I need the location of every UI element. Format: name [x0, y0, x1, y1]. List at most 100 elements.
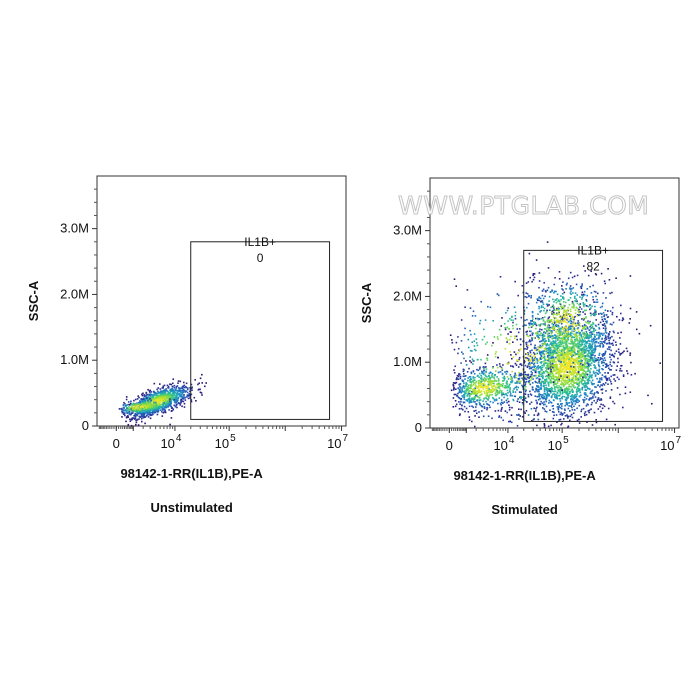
event-dot: [545, 400, 547, 403]
event-dot: [154, 411, 157, 413]
event-dot: [595, 313, 597, 316]
event-dot: [566, 353, 568, 355]
event-dot: [584, 358, 587, 360]
event-dot: [177, 389, 179, 392]
event-dot: [532, 418, 535, 421]
event-dot: [584, 375, 586, 377]
event-dot: [574, 338, 577, 341]
x-tick-exponent: 5: [230, 433, 236, 444]
event-dot: [539, 358, 542, 360]
event-dot: [167, 395, 169, 397]
event-dot: [601, 341, 603, 343]
event-dot: [604, 382, 607, 384]
event-dot: [147, 408, 149, 411]
event-dot: [569, 392, 571, 395]
event-dot: [170, 405, 172, 408]
event-dot: [580, 366, 582, 369]
event-dot: [525, 380, 528, 383]
event-dot: [480, 376, 483, 379]
event-dot: [577, 390, 579, 392]
event-dot: [568, 334, 570, 337]
event-dot: [510, 414, 513, 416]
event-dot: [128, 413, 131, 415]
event-dot: [629, 318, 631, 320]
event-dot: [574, 292, 577, 294]
event-dot: [582, 349, 584, 351]
event-dot: [540, 375, 543, 378]
event-dot: [576, 398, 578, 401]
event-dot: [547, 395, 549, 397]
event-dot: [549, 374, 551, 376]
event-dot: [523, 393, 526, 395]
event-dot: [467, 379, 469, 382]
event-dot: [566, 402, 568, 404]
event-dot: [508, 404, 510, 406]
event-dot: [603, 315, 605, 317]
event-dot: [566, 352, 568, 354]
event-dot: [554, 321, 556, 323]
event-dot: [555, 361, 557, 363]
event-dot: [462, 401, 465, 404]
event-dot: [604, 366, 607, 368]
event-dot: [566, 363, 569, 366]
event-dot: [522, 387, 524, 389]
event-dot: [536, 360, 539, 362]
event-dot: [544, 290, 547, 292]
event-dot: [476, 391, 479, 393]
event-dot: [610, 349, 612, 352]
event-dot: [168, 402, 170, 405]
event-dot: [553, 342, 555, 344]
event-dot: [626, 370, 628, 372]
event-dot: [159, 409, 162, 411]
event-dot: [485, 379, 487, 382]
event-dot: [145, 411, 148, 414]
event-dot: [150, 391, 153, 393]
event-dot: [575, 377, 577, 379]
event-dot: [609, 292, 611, 295]
event-dot: [498, 397, 501, 399]
event-dot: [149, 410, 151, 413]
event-dot: [570, 352, 573, 354]
event-dot: [612, 344, 614, 346]
event-dot: [599, 405, 601, 408]
event-dot: [579, 347, 582, 350]
event-dot: [537, 364, 540, 367]
event-dot: [598, 336, 600, 339]
event-dot: [518, 391, 521, 393]
event-dot: [474, 393, 476, 395]
event-dot: [587, 355, 589, 358]
event-dot: [583, 412, 586, 415]
event-dot: [567, 354, 569, 357]
event-dot: [146, 412, 149, 415]
event-dot: [175, 387, 178, 389]
event-dot: [591, 401, 593, 404]
event-dot: [157, 391, 160, 394]
event-dot: [592, 321, 594, 324]
event-dot: [556, 307, 558, 310]
event-dot: [550, 357, 552, 359]
event-dot: [190, 383, 193, 386]
event-dot: [536, 414, 539, 417]
event-dot: [150, 399, 152, 402]
event-dot: [458, 414, 461, 417]
event-dot: [563, 351, 566, 354]
event-dot: [145, 401, 148, 403]
event-dot: [543, 408, 546, 410]
event-dot: [181, 392, 183, 395]
event-dot: [571, 300, 574, 303]
event-dot: [573, 366, 575, 368]
event-dot: [577, 363, 579, 365]
event-dot: [586, 288, 589, 290]
event-dot: [543, 355, 546, 358]
event-dot: [524, 348, 526, 350]
event-dot: [612, 330, 615, 333]
event-dot: [137, 407, 140, 409]
event-dot: [579, 388, 581, 390]
event-dot: [507, 307, 510, 309]
event-dot: [163, 395, 165, 397]
event-dot: [543, 426, 546, 428]
event-dot: [546, 319, 549, 322]
event-dot: [173, 387, 176, 389]
event-dot: [553, 358, 556, 361]
event-dot: [191, 387, 193, 390]
